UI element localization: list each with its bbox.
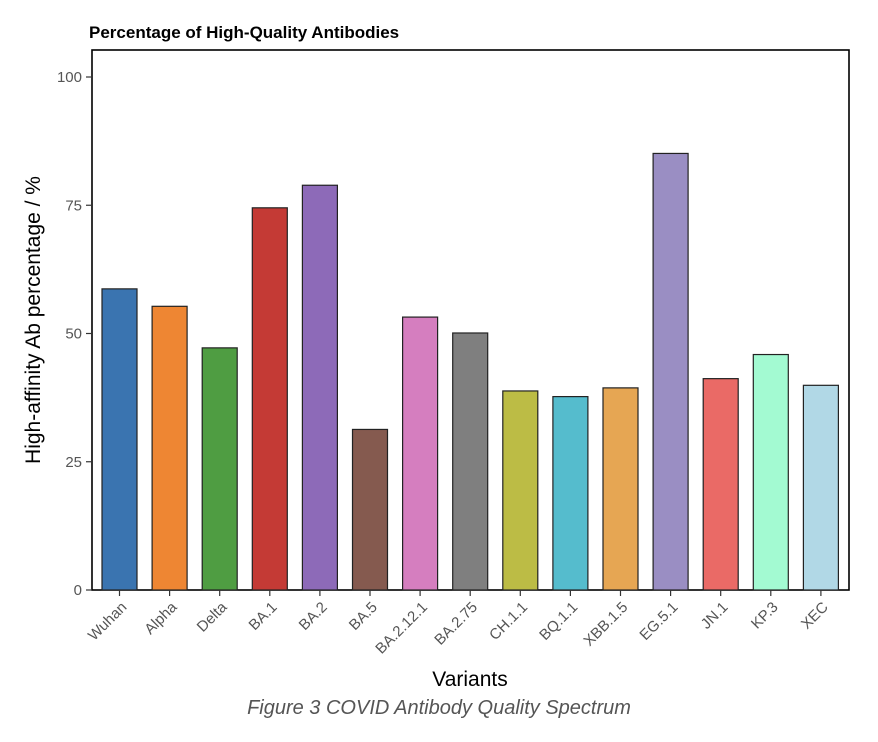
bar bbox=[752, 353, 789, 591]
bar bbox=[552, 395, 589, 591]
x-axis-title: Variants bbox=[432, 668, 507, 691]
bar bbox=[502, 390, 539, 591]
bar bbox=[602, 387, 639, 591]
bar bbox=[151, 305, 188, 591]
figure-caption: Figure 3 COVID Antibody Quality Spectrum bbox=[247, 697, 631, 719]
x-axis: Wuhan Alpha Delta BA.1 BA.2 BA.5BA.2.12.1 BA.2… bbox=[85, 590, 832, 657]
x-tick-label: CH.1.1 bbox=[486, 599, 531, 644]
y-tick-label: 75 bbox=[65, 197, 82, 214]
x-tick-label: KP.3 bbox=[748, 599, 782, 633]
y-axis: 0 25 50 75 100 bbox=[57, 69, 92, 599]
bars bbox=[101, 152, 840, 591]
x-tick-label: XEC bbox=[798, 599, 832, 633]
y-axis-title: High-affinity Ab percentage / % bbox=[22, 176, 45, 464]
x-tick-label: BQ.1.1 bbox=[536, 599, 581, 644]
x-tick-label: Wuhan bbox=[85, 599, 130, 644]
bar bbox=[201, 347, 238, 591]
bar bbox=[452, 332, 489, 591]
bar bbox=[301, 184, 338, 591]
bar bbox=[251, 207, 288, 591]
y-tick-label: 50 bbox=[65, 326, 82, 343]
chart-title: Percentage of High-Quality Antibodies bbox=[89, 23, 399, 42]
x-tick-label: Delta bbox=[194, 598, 231, 635]
y-tick-label: 100 bbox=[57, 69, 82, 86]
x-tick-label: BA.2.12.1 bbox=[372, 599, 431, 658]
x-tick-label: BA.2 bbox=[296, 599, 331, 634]
bar bbox=[802, 384, 840, 591]
x-tick-label: BA.2.75 bbox=[431, 599, 481, 649]
bar bbox=[402, 316, 439, 591]
y-tick-label: 25 bbox=[65, 454, 82, 471]
bar bbox=[702, 378, 739, 591]
x-tick-label: BA.5 bbox=[346, 599, 381, 634]
bar bbox=[101, 288, 138, 591]
y-tick-label: 0 bbox=[74, 582, 82, 599]
x-tick-label: BA.1 bbox=[246, 599, 281, 634]
x-tick-label: XBB.1.5 bbox=[580, 599, 631, 650]
x-tick-label: JN.1 bbox=[698, 599, 732, 633]
bar bbox=[351, 428, 389, 591]
x-tick-label: Alpha bbox=[141, 598, 181, 638]
bar bbox=[652, 152, 689, 591]
x-tick-label: EG.5.1 bbox=[636, 599, 681, 644]
